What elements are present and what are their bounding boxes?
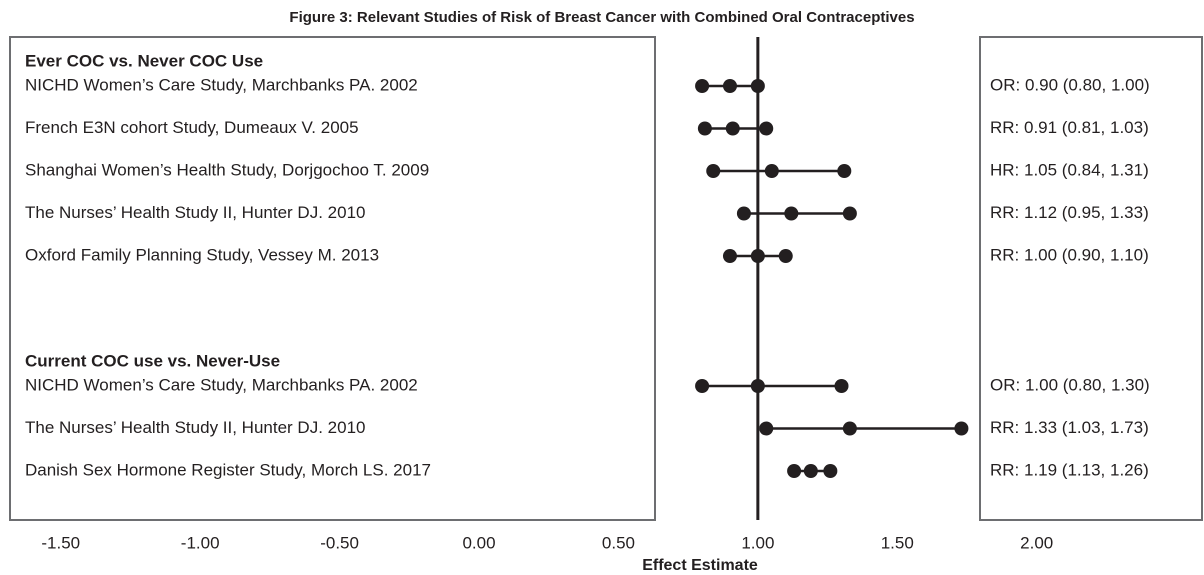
ci-upper (842, 206, 857, 221)
x-tick-label: -0.50 (320, 533, 359, 552)
x-tick-label: 0.00 (462, 533, 495, 552)
ci-upper (750, 79, 765, 93)
x-axis-label: Effect Estimate (642, 557, 758, 574)
study-label: NICHD Women’s Care Study, Marchbanks PA.… (25, 375, 418, 394)
x-tick-label: 2.00 (1020, 533, 1053, 552)
ci-upper (823, 464, 838, 478)
estimate-point (722, 79, 737, 93)
ci-lower (706, 164, 721, 178)
estimate-label: RR: 1.19 (1.13, 1.26) (990, 460, 1149, 479)
estimate-point (750, 379, 765, 393)
ci-upper (954, 421, 969, 436)
group-heading: Current COC use vs. Never-Use (25, 351, 280, 370)
estimate-label: HR: 1.05 (0.84, 1.31) (990, 160, 1149, 179)
estimate-label: OR: 0.90 (0.80, 1.00) (990, 75, 1150, 94)
estimate-label: RR: 1.00 (0.90, 1.10) (990, 245, 1149, 264)
estimate-point (842, 421, 857, 436)
ci-lower (697, 121, 712, 136)
studies-box (9, 36, 656, 521)
estimate-label: RR: 1.12 (0.95, 1.33) (990, 203, 1149, 222)
estimate-point (764, 164, 779, 178)
study-label: French E3N cohort Study, Dumeaux V. 2005 (25, 118, 359, 137)
study-label: Oxford Family Planning Study, Vessey M. … (25, 245, 379, 264)
ci-lower (695, 379, 710, 393)
ci-upper (837, 164, 852, 178)
estimate-point (750, 249, 765, 263)
ci-upper (834, 379, 849, 393)
study-label: Danish Sex Hormone Register Study, Morch… (25, 460, 431, 479)
ci-lower (722, 249, 737, 263)
estimate-label: RR: 0.91 (0.81, 1.03) (990, 118, 1149, 137)
study-label: NICHD Women’s Care Study, Marchbanks PA.… (25, 75, 418, 94)
x-tick-label: 1.00 (741, 533, 774, 552)
ci-lower (695, 79, 710, 93)
study-label: Shanghai Women’s Health Study, Dorjgocho… (25, 160, 429, 179)
estimates-box (979, 36, 1203, 521)
estimate-point (803, 464, 818, 478)
study-label: The Nurses’ Health Study II, Hunter DJ. … (25, 203, 365, 222)
estimate-point (784, 206, 799, 221)
study-label: The Nurses’ Health Study II, Hunter DJ. … (25, 418, 365, 437)
ci-lower (759, 421, 774, 436)
ci-lower (787, 464, 802, 478)
x-tick-label: 1.50 (881, 533, 914, 552)
ci-upper (759, 121, 774, 136)
x-tick-label: -1.50 (41, 533, 80, 552)
chart-title: Figure 3: Relevant Studies of Risk of Br… (289, 9, 914, 26)
ci-upper (778, 249, 793, 263)
x-tick-label: 0.50 (602, 533, 635, 552)
estimate-label: OR: 1.00 (0.80, 1.30) (990, 375, 1150, 394)
estimate-label: RR: 1.33 (1.03, 1.73) (990, 418, 1149, 437)
group-heading: Ever COC vs. Never COC Use (25, 51, 263, 70)
ci-lower (736, 206, 751, 221)
x-tick-label: -1.00 (181, 533, 220, 552)
estimate-point (725, 121, 740, 136)
